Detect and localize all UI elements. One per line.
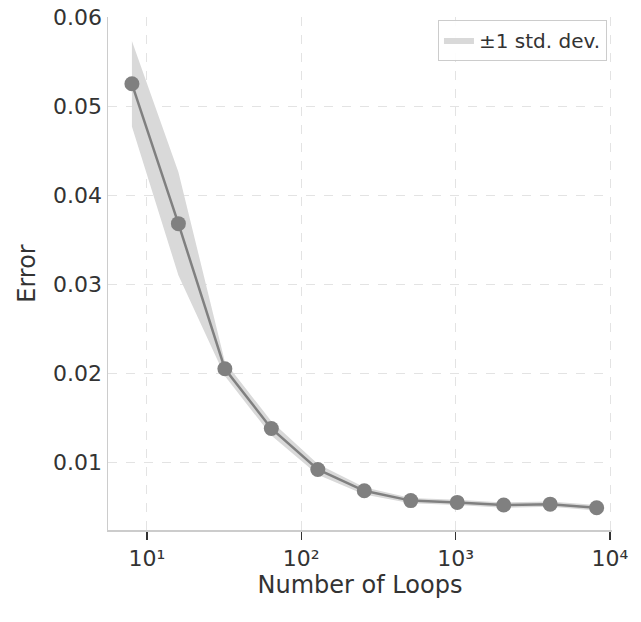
svg-text:0.03: 0.03 (53, 272, 102, 297)
svg-text:10¹: 10¹ (128, 546, 165, 571)
svg-text:Number of Loops: Number of Loops (258, 571, 463, 599)
svg-text:10⁴: 10⁴ (592, 546, 629, 571)
svg-text:0.01: 0.01 (53, 450, 102, 475)
svg-text:±1 std. dev.: ±1 std. dev. (479, 29, 600, 53)
svg-text:0.04: 0.04 (53, 183, 102, 208)
svg-text:0.02: 0.02 (53, 361, 102, 386)
svg-text:0.05: 0.05 (53, 94, 102, 119)
svg-text:Error: Error (13, 244, 41, 303)
svg-text:10²: 10² (283, 546, 320, 571)
svg-text:0.06: 0.06 (53, 5, 102, 30)
svg-text:10³: 10³ (437, 546, 474, 571)
